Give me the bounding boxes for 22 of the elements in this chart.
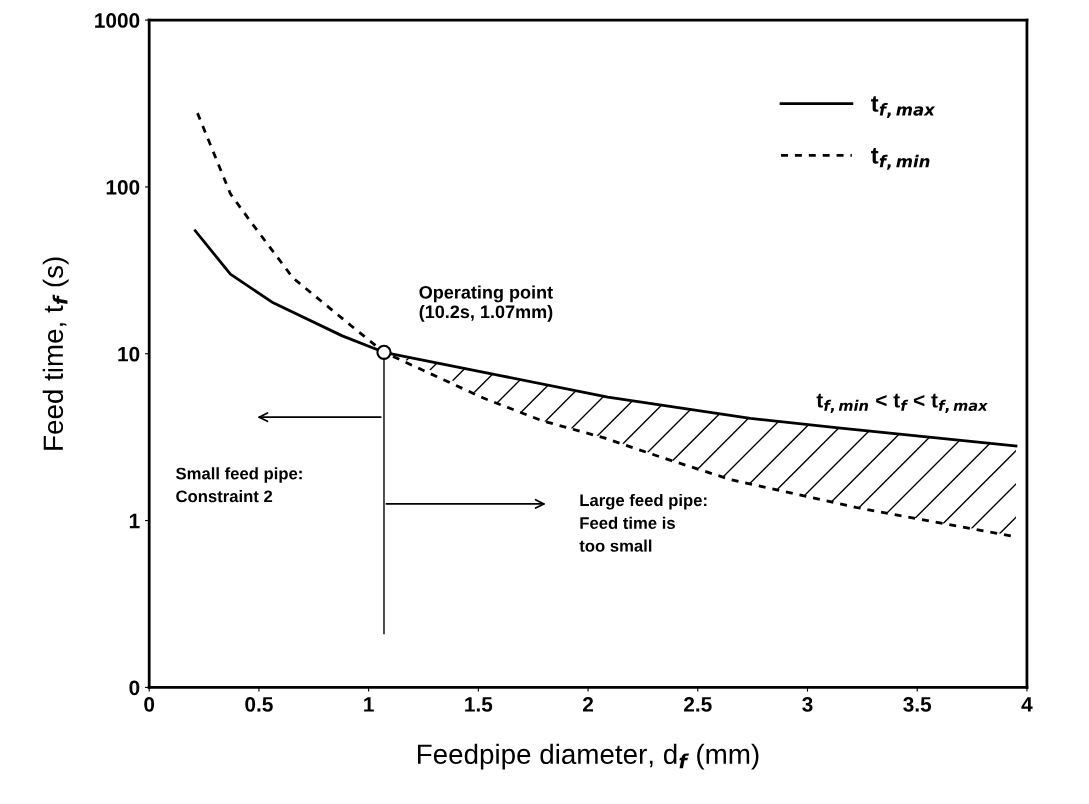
annotation: Large feed pipe: Feed time is too small <box>579 493 707 552</box>
x-tick-label: 1.5 <box>465 697 493 712</box>
annotation: t$_{f,min}$ < t$_{f}$ < t$_{f,max}$ <box>816 393 988 413</box>
x-tick-label: 2.5 <box>684 697 712 712</box>
annotation: Operating point (10.2s, 1.07mm) <box>419 285 553 322</box>
y-axis-title: Feed time, t$_{f}$ (s) <box>42 257 69 450</box>
y-tick-label: 0 <box>129 680 140 696</box>
x-tick-label: 1 <box>364 697 374 712</box>
y-tick-label: 10 <box>118 346 140 362</box>
x-axis-title: Feedpipe diameter, d$_{f}$ (mm) <box>417 743 759 770</box>
y-tick-label: 100 <box>106 179 140 195</box>
y-tick-label: 1 <box>129 513 140 529</box>
x-tick-label: 0.5 <box>245 697 273 712</box>
x-tick-label: 3.5 <box>903 697 932 712</box>
legend-label: t$_{f,max}$ <box>871 96 936 118</box>
x-tick-label: 4 <box>1021 697 1033 712</box>
annotation: Small feed pipe: Constraint 2 <box>176 467 302 503</box>
x-tick-label: 0 <box>144 697 155 712</box>
x-tick-label: 3 <box>802 697 813 712</box>
y-tick-label: 1000 <box>95 13 140 28</box>
legend-label: t$_{f,min}$ <box>871 148 930 170</box>
x-tick-label: 2 <box>582 697 594 712</box>
